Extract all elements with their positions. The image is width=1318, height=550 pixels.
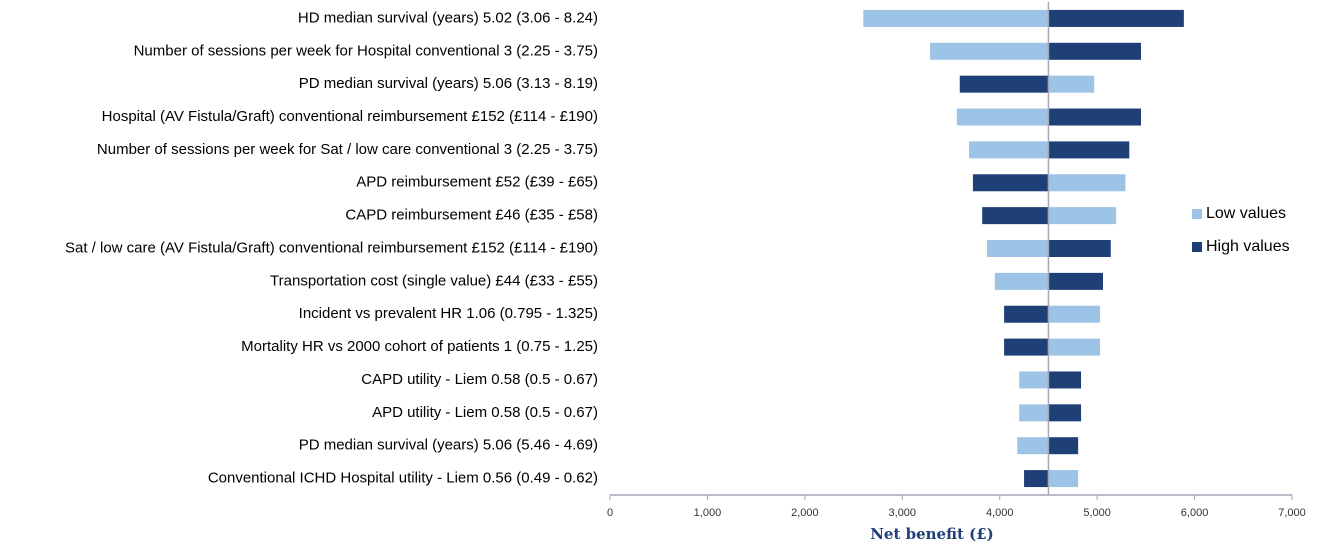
category-label: APD utility - Liem 0.58 (0.5 - 0.67) [372, 404, 598, 421]
bar [972, 174, 1049, 192]
x-tick-label: 3,000 [889, 507, 917, 519]
category-label: Hospital (AV Fistula/Graft) conventional… [102, 108, 598, 125]
category-label: Number of sessions per week for Sat / lo… [97, 141, 598, 158]
x-axis-label: Net benefit (£) [870, 525, 994, 543]
bar [930, 42, 1049, 60]
bar [1048, 174, 1126, 192]
bar [1048, 240, 1111, 257]
bar [969, 141, 1049, 159]
x-tick-label: 6,000 [1181, 507, 1209, 519]
bar [1048, 42, 1141, 60]
bar [863, 9, 1049, 27]
bar [1019, 371, 1049, 389]
bar [987, 240, 1049, 257]
legend-swatch [1192, 242, 1202, 252]
x-tick-label: 0 [607, 507, 613, 519]
bar [1017, 437, 1049, 455]
bar [1048, 141, 1130, 159]
x-tick-label: 5,000 [1083, 507, 1111, 519]
category-label: CAPD utility - Liem 0.58 (0.5 - 0.67) [361, 371, 598, 388]
category-label: Incident vs prevalent HR 1.06 (0.795 - 1… [299, 305, 598, 322]
x-tick-label: 4,000 [986, 507, 1014, 519]
category-label: PD median survival (years) 5.06 (5.46 - … [299, 437, 598, 454]
bar [994, 272, 1049, 290]
bar [1048, 207, 1117, 225]
bar [1048, 75, 1095, 93]
bar [1048, 272, 1103, 290]
legend-label: Low values [1206, 205, 1286, 222]
x-tick-label: 2,000 [791, 507, 819, 519]
x-tick-label: 7,000 [1278, 507, 1306, 519]
bar [956, 108, 1049, 126]
category-label: Sat / low care (AV Fistula/Graft) conven… [65, 239, 598, 256]
category-label: HD median survival (years) 5.02 (3.06 - … [298, 9, 598, 26]
category-label: Number of sessions per week for Hospital… [134, 42, 598, 59]
bar [1048, 338, 1101, 356]
bar [1048, 371, 1082, 389]
x-tick-label: 1,000 [694, 507, 722, 519]
bar [1048, 305, 1101, 323]
bar [1019, 404, 1049, 422]
category-label: CAPD reimbursement £46 (£35 - £58) [345, 207, 598, 224]
category-label: Mortality HR vs 2000 cohort of patients … [241, 338, 598, 355]
bar [1048, 437, 1079, 455]
bar [959, 75, 1049, 93]
bar [1048, 108, 1141, 126]
category-label: Conventional ICHD Hospital utility - Lie… [208, 470, 598, 487]
legend-swatch [1192, 209, 1202, 219]
bar [982, 207, 1049, 225]
bar [1048, 404, 1082, 422]
bar [1048, 9, 1184, 27]
category-label: Transportation cost (single value) £44 (… [270, 272, 598, 289]
category-label: PD median survival (years) 5.06 (3.13 - … [299, 75, 598, 92]
bar [1048, 470, 1079, 488]
bar [1004, 338, 1049, 356]
bar [1024, 470, 1049, 488]
bar [1004, 305, 1049, 323]
category-label: APD reimbursement £52 (£39 - £65) [356, 174, 598, 191]
legend-label: High values [1206, 238, 1290, 255]
